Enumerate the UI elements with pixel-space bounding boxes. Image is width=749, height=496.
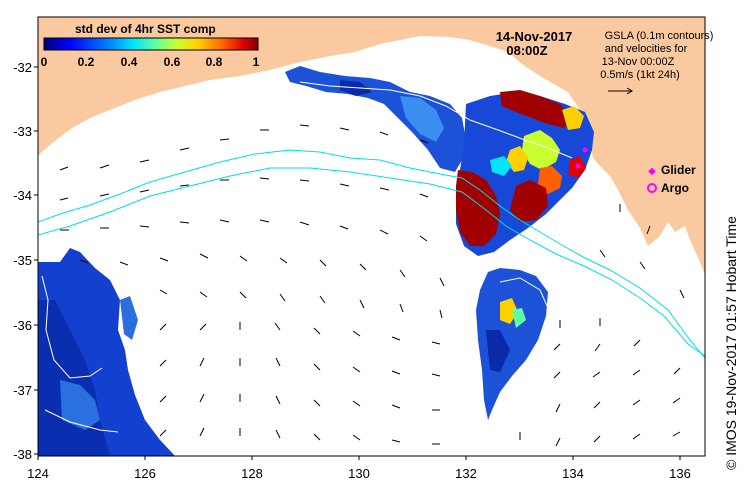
velocity-arrows <box>59 124 685 447</box>
credit-label: © IMOS 19-Nov-2017 01:57 Hobart Time <box>723 216 739 470</box>
colorbar-tick: 0.6 <box>164 55 181 69</box>
colorbar <box>43 37 259 51</box>
y-tick-label: -35 <box>13 253 32 268</box>
x-tick-label: 136 <box>669 466 691 481</box>
colorbar-tick: 0.4 <box>121 55 138 69</box>
ssh-contours <box>38 149 705 359</box>
y-tick-label: -36 <box>13 318 32 333</box>
date-label: 14-Nov-2017 <box>496 29 573 44</box>
x-tick-label: 132 <box>455 466 477 481</box>
argo-label: Argo <box>661 181 689 195</box>
colorbar-tick: 0.2 <box>78 55 95 69</box>
x-tick-label: 124 <box>27 466 49 481</box>
scale-arrow-icon <box>608 87 633 95</box>
gsla-legend-line4: 0.5m/s (1kt 24h) <box>600 69 679 81</box>
gsla-legend-line1: GSLA (0.1m contours) <box>605 30 714 42</box>
y-tick-label: -38 <box>13 447 32 462</box>
x-axis <box>37 456 681 460</box>
glider-argo-markers <box>575 147 588 169</box>
y-axis <box>34 66 38 455</box>
glider-label: Glider <box>661 163 696 177</box>
gsla-legend-line2: and velocities for <box>605 43 688 55</box>
white-contours <box>41 81 573 433</box>
colorbar-tick: 0 <box>41 55 48 69</box>
colorbar-title: std dev of 4hr SST comp <box>75 22 216 36</box>
plot-border <box>37 16 706 457</box>
glider-marker-icon: ◆ <box>648 166 656 177</box>
y-tick-label: -37 <box>13 383 32 398</box>
y-tick-label: -34 <box>13 188 32 203</box>
colorbar-tick: 1 <box>253 55 260 69</box>
gsla-legend-line3: 13-Nov 00:00Z <box>602 56 675 68</box>
argo-marker-icon <box>647 183 657 193</box>
y-tick-label: -32 <box>13 60 32 75</box>
x-tick-label: 126 <box>134 466 156 481</box>
x-tick-label: 130 <box>348 466 370 481</box>
colorbar-tick: 0.8 <box>206 55 223 69</box>
x-tick-label: 134 <box>562 466 584 481</box>
time-label: 08:00Z <box>506 43 547 58</box>
y-tick-label: -33 <box>13 124 32 139</box>
x-tick-label: 128 <box>241 466 263 481</box>
sst-data <box>38 66 594 456</box>
